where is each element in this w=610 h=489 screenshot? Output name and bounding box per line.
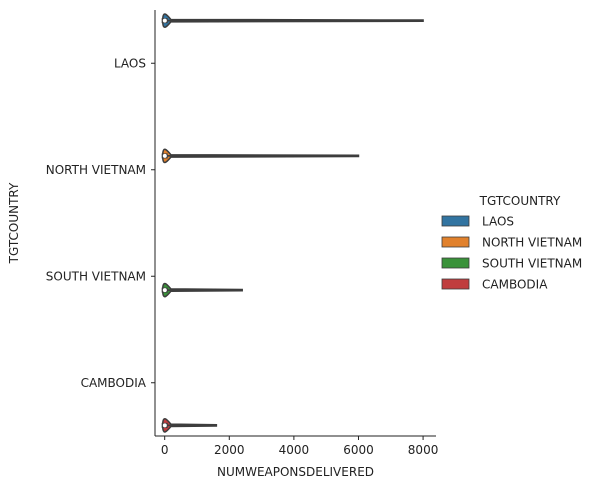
violin-median-point: [162, 153, 167, 158]
y-axis-title: TGTCOUNTRY: [7, 182, 21, 264]
y-axis-ticks: LAOS NORTH VIETNAM SOUTH VIETNAM CAMBODIA: [46, 56, 155, 390]
legend-swatch-south-vietnam: [441, 257, 470, 269]
legend-label: SOUTH VIETNAM: [482, 257, 582, 271]
y-tick-label: LAOS: [114, 56, 146, 70]
legend-label: NORTH VIETNAM: [482, 236, 582, 250]
plot-marks: [161, 13, 424, 433]
x-axis-title: NUMWEAPONSDELIVERED: [217, 465, 374, 479]
legend-swatch-laos: [441, 215, 470, 227]
legend-swatch-north-vietnam: [441, 236, 470, 248]
x-tick-label: 8000: [408, 443, 439, 457]
violin-median-point: [162, 423, 167, 428]
violin-laos: [161, 13, 424, 28]
violin-median-point: [162, 288, 167, 293]
violin-north-vietnam: [161, 148, 360, 164]
legend-label: LAOS: [482, 215, 514, 229]
y-tick-label: CAMBODIA: [81, 376, 147, 390]
y-tick-label: SOUTH VIETNAM: [46, 269, 146, 283]
violin-cambodia: [161, 418, 218, 433]
legend-label: CAMBODIA: [482, 278, 548, 292]
y-tick-label: NORTH VIETNAM: [46, 163, 146, 177]
x-axis-ticks: 0 2000 4000 6000 8000: [161, 436, 438, 457]
x-tick-label: 2000: [214, 443, 245, 457]
legend-swatch-cambodia: [441, 278, 470, 290]
violin-south-vietnam: [161, 282, 243, 298]
legend-title: TGTCOUNTRY: [479, 194, 561, 208]
x-tick-label: 0: [161, 443, 169, 457]
legend: TGTCOUNTRY LAOS NORTH VIETNAM SOUTH VIETNA…: [441, 194, 582, 292]
x-tick-label: 4000: [279, 443, 310, 457]
violin-median-point: [162, 18, 167, 23]
x-tick-label: 6000: [343, 443, 374, 457]
